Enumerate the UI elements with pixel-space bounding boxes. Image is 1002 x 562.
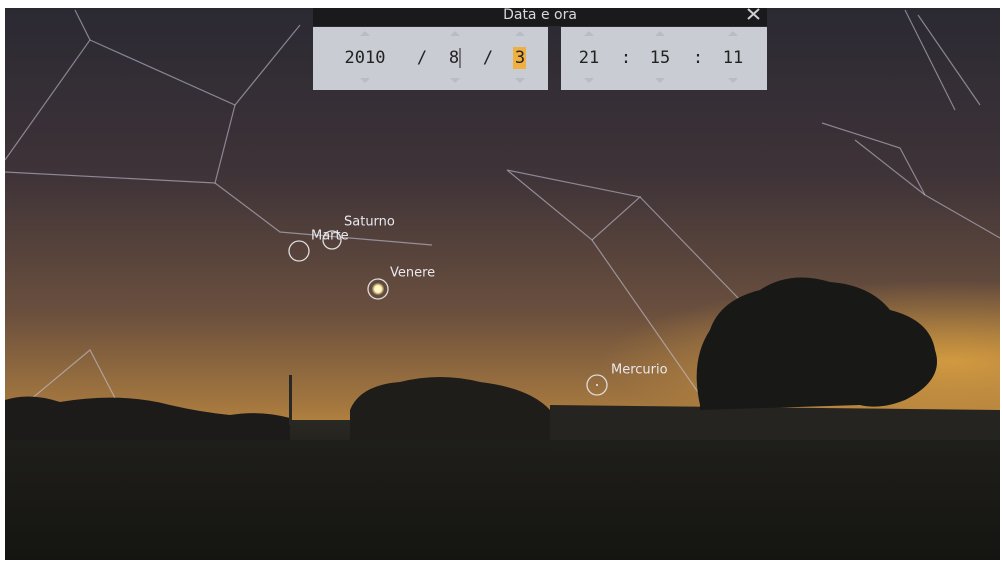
venus-disc xyxy=(372,283,384,295)
minute-field[interactable]: 15 xyxy=(650,48,670,68)
day-field[interactable]: 3 xyxy=(515,48,525,68)
separator: / xyxy=(417,48,427,68)
planet-label: Venere xyxy=(390,266,435,281)
separator: : xyxy=(621,48,631,68)
second-field[interactable]: 11 xyxy=(723,48,743,68)
planet-label: Marte xyxy=(311,229,349,244)
dialog-title: Data e ora xyxy=(503,7,577,23)
sky-view[interactable]: Saturno Marte Venere Mercurio xyxy=(5,8,1000,560)
page: {"dialog": {"title": "Data e ora", "date… xyxy=(0,0,1002,562)
year-field[interactable]: 2010 xyxy=(345,48,386,68)
planet-label: Mercurio xyxy=(611,363,668,378)
hour-field[interactable]: 21 xyxy=(579,48,599,68)
date-time-dialog: Data e ora 2010 / 8 / 3 21 : 15 : 11 xyxy=(313,7,767,90)
planet-label: Saturno xyxy=(344,215,395,230)
separator: : xyxy=(693,48,703,68)
month-field[interactable]: 8 xyxy=(449,48,459,68)
mercury-dot xyxy=(596,384,598,386)
separator: / xyxy=(483,48,493,68)
screenshot: Saturno Marte Venere Mercurio Data e ora… xyxy=(0,0,1002,562)
